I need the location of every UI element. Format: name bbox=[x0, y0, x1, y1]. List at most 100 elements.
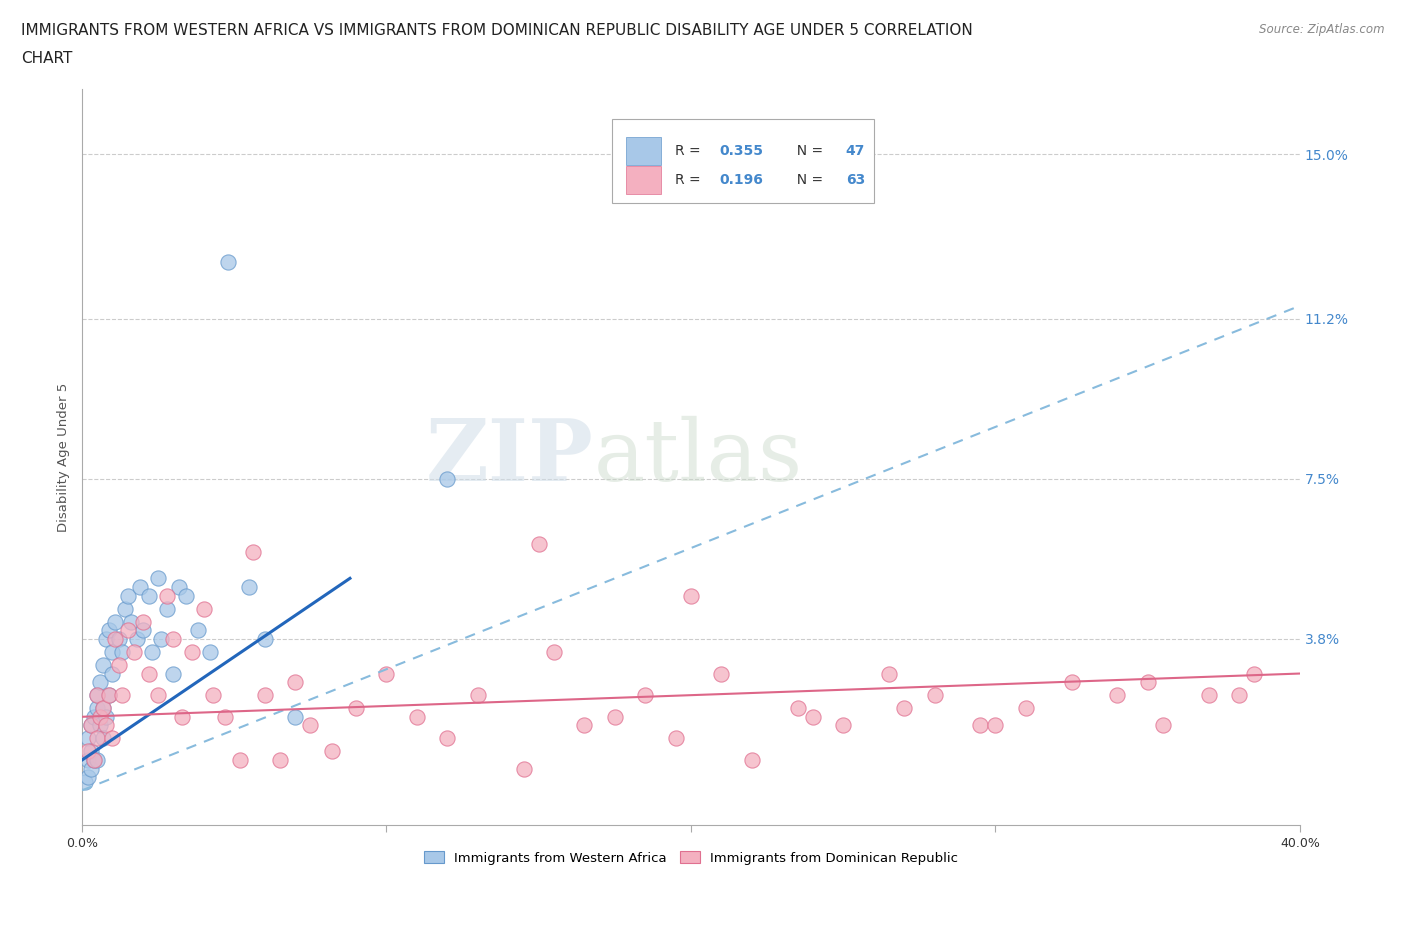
Point bbox=[156, 588, 179, 603]
Point bbox=[679, 588, 702, 603]
Bar bbox=[627, 166, 661, 193]
Point bbox=[299, 718, 322, 733]
Point bbox=[122, 644, 145, 659]
Point bbox=[101, 644, 124, 659]
Point bbox=[128, 579, 150, 594]
Point bbox=[77, 744, 100, 759]
Point bbox=[98, 687, 121, 702]
Point bbox=[89, 710, 111, 724]
Point bbox=[77, 752, 100, 767]
Point bbox=[801, 710, 824, 724]
Point bbox=[110, 644, 132, 659]
Point bbox=[242, 545, 264, 560]
Point bbox=[141, 644, 163, 659]
Point bbox=[284, 675, 307, 690]
Point bbox=[107, 631, 129, 646]
Point bbox=[83, 710, 105, 724]
Point bbox=[877, 666, 900, 681]
Bar bbox=[627, 137, 661, 165]
Point bbox=[229, 752, 252, 767]
Point bbox=[86, 731, 108, 746]
Point bbox=[984, 718, 1007, 733]
Point bbox=[284, 710, 307, 724]
Text: 0.196: 0.196 bbox=[718, 173, 763, 187]
Point bbox=[117, 588, 139, 603]
Point bbox=[83, 752, 105, 767]
Text: 0.355: 0.355 bbox=[718, 144, 763, 158]
Point bbox=[125, 631, 148, 646]
Point bbox=[1015, 700, 1038, 715]
Point bbox=[146, 571, 169, 586]
Point bbox=[101, 666, 124, 681]
Point bbox=[80, 718, 103, 733]
Point bbox=[893, 700, 915, 715]
Point bbox=[1107, 687, 1129, 702]
Point bbox=[117, 623, 139, 638]
Point bbox=[77, 770, 100, 785]
Point bbox=[436, 472, 458, 486]
Legend: Immigrants from Western Africa, Immigrants from Dominican Republic: Immigrants from Western Africa, Immigran… bbox=[419, 846, 963, 870]
Point bbox=[146, 687, 169, 702]
Point bbox=[1198, 687, 1220, 702]
Text: R =: R = bbox=[675, 144, 706, 158]
Point bbox=[1060, 675, 1083, 690]
Point bbox=[634, 687, 657, 702]
Point bbox=[107, 658, 129, 672]
Point bbox=[741, 752, 763, 767]
Point bbox=[543, 644, 565, 659]
Point bbox=[321, 744, 343, 759]
Point bbox=[512, 762, 534, 777]
Text: ZIP: ZIP bbox=[426, 415, 593, 499]
Point bbox=[710, 666, 733, 681]
Point bbox=[104, 631, 127, 646]
Point bbox=[120, 614, 142, 629]
Point bbox=[96, 710, 118, 724]
Point bbox=[198, 644, 221, 659]
Point bbox=[132, 614, 155, 629]
Point bbox=[172, 710, 194, 724]
Point bbox=[832, 718, 855, 733]
Point bbox=[180, 644, 202, 659]
Point bbox=[91, 731, 114, 746]
Point bbox=[83, 752, 105, 767]
Point bbox=[253, 687, 276, 702]
Point bbox=[80, 762, 103, 777]
Point bbox=[375, 666, 398, 681]
Text: CHART: CHART bbox=[21, 51, 73, 66]
Point bbox=[114, 601, 136, 616]
Point bbox=[786, 700, 808, 715]
Point bbox=[214, 710, 236, 724]
Point bbox=[101, 731, 124, 746]
Point bbox=[98, 687, 121, 702]
Point bbox=[104, 614, 127, 629]
Point bbox=[1152, 718, 1174, 733]
Point bbox=[253, 631, 276, 646]
Point bbox=[89, 675, 111, 690]
Point bbox=[574, 718, 596, 733]
Point bbox=[344, 700, 367, 715]
Point bbox=[91, 658, 114, 672]
Point bbox=[924, 687, 946, 702]
Point bbox=[89, 718, 111, 733]
Point bbox=[73, 775, 96, 790]
Text: R =: R = bbox=[675, 173, 706, 187]
Point bbox=[467, 687, 489, 702]
Point bbox=[132, 623, 155, 638]
Point bbox=[80, 718, 103, 733]
Point bbox=[150, 631, 173, 646]
Point bbox=[86, 687, 108, 702]
Point bbox=[86, 687, 108, 702]
Point bbox=[86, 752, 108, 767]
Point bbox=[156, 601, 179, 616]
Point bbox=[138, 588, 160, 603]
Point bbox=[238, 579, 260, 594]
Point bbox=[1227, 687, 1250, 702]
Text: N =: N = bbox=[789, 173, 828, 187]
Point bbox=[201, 687, 224, 702]
Point bbox=[86, 700, 108, 715]
Text: N =: N = bbox=[789, 144, 828, 158]
Point bbox=[96, 718, 118, 733]
Point bbox=[406, 710, 429, 724]
Text: 63: 63 bbox=[845, 173, 865, 187]
Point bbox=[193, 601, 215, 616]
